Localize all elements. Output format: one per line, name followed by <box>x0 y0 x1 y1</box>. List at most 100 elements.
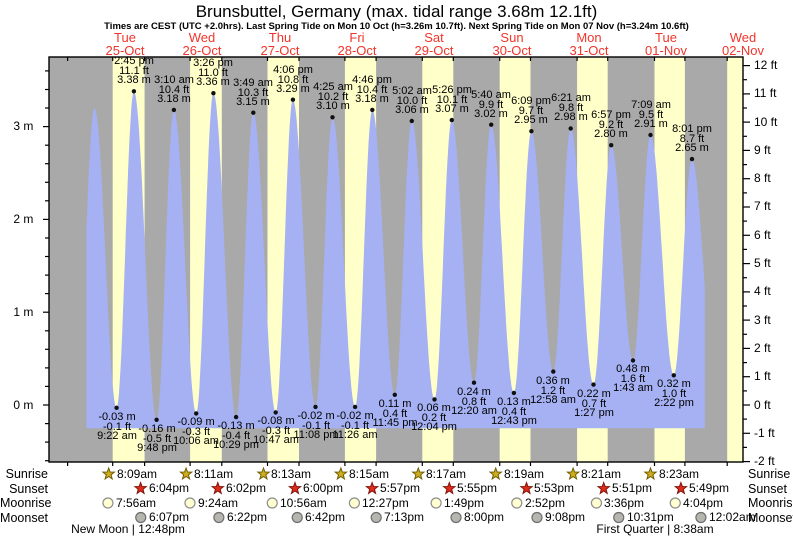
moon-phase-note: First Quarter | 8:38am <box>596 522 714 536</box>
tide-extreme-dot <box>432 397 437 402</box>
ft-axis-tick-label: 0 ft <box>754 398 771 412</box>
ft-axis-tick-label: 6 ft <box>754 228 771 242</box>
astro-row-label-left-moonset: Moonset <box>0 511 48 525</box>
sunset-star-icon <box>596 481 611 495</box>
low-tide-label: 0.24 m 0.8 ft 12:20 am <box>451 386 497 417</box>
tide-extreme-dot <box>330 115 335 120</box>
high-tide-label: 6:09 pm 9.7 ft 2.95 m <box>511 95 551 126</box>
ft-axis-tick-label: 8 ft <box>754 171 771 185</box>
moonrise-circle-icon <box>511 497 523 509</box>
moonset-circle-icon <box>213 511 225 524</box>
tide-extreme-dot <box>370 107 375 113</box>
day-label: Wed 26-Oct <box>182 30 222 58</box>
ft-axis-tick-label: -2 ft <box>754 454 775 468</box>
tide-extreme-dot <box>352 404 358 410</box>
astro-time: 6:42pm <box>305 510 346 524</box>
day-label: Tue 25-Oct <box>105 30 145 58</box>
ft-axis-tick-label: 4 ft <box>754 284 771 298</box>
tide-extreme-dot <box>449 117 454 123</box>
low-tide-label: -0.02 m -0.1 ft 11:26 am <box>332 410 378 441</box>
m-axis-tick-label: 0 m <box>13 398 40 412</box>
tide-extreme-dot <box>251 110 256 115</box>
moonset-circle-icon <box>613 511 625 524</box>
astro-time: 2:52pm <box>525 496 566 510</box>
low-tide-label: 0.06 m 0.2 ft 12:04 pm <box>411 402 457 433</box>
astro-time: 4:04pm <box>683 496 724 510</box>
tide-extreme-dot <box>648 132 653 138</box>
astro-time: 8:11am <box>194 467 234 481</box>
moonset-circle-icon <box>450 511 462 524</box>
low-tide-label: -0.16 m -0.5 ft 9:48 pm <box>137 423 177 454</box>
tide-extreme-dot <box>313 404 318 410</box>
astro-time: 8:23am <box>659 467 700 481</box>
ft-axis-tick-label: 12 ft <box>754 58 778 72</box>
high-tide-label: 3:49 am 10.3 ft 3.15 m <box>233 77 273 108</box>
ft-axis-tick-label: 10 ft <box>754 115 778 129</box>
ft-axis-tick-label: 9 ft <box>754 143 771 157</box>
moonset-circle-icon <box>695 511 707 524</box>
low-tide-label: 0.22 m 0.7 ft 1:27 pm <box>574 388 614 419</box>
sunrise-star-icon <box>643 466 658 481</box>
m-axis-tick-label: 3 m <box>13 119 40 133</box>
low-tide-label: 0.13 m 0.4 ft 12:43 pm <box>491 396 537 427</box>
day-label: Thu 27-Oct <box>260 30 300 58</box>
tide-extreme-dot <box>131 89 137 94</box>
sunset-star-icon <box>673 481 688 495</box>
astro-time: 6:07pm <box>149 510 190 524</box>
plot-border <box>48 56 744 463</box>
high-tide-label: 2:45 pm 11.1 ft 3.38 m <box>114 55 154 86</box>
tide-extreme-dot <box>154 417 159 422</box>
astro-row-label-right-sunrise: Sunrise <box>748 467 791 481</box>
high-tide-label: 6:57 pm 9.2 ft 2.80 m <box>591 109 631 140</box>
tide-extreme-dot <box>194 411 199 416</box>
sunset-star-icon <box>519 481 534 495</box>
astro-time: 6:02pm <box>226 481 267 495</box>
m-axis-tick-label: 2 m <box>13 212 40 226</box>
astro-time: 12:27pm <box>362 496 409 510</box>
sunrise-star-icon <box>566 466 581 481</box>
high-tide-label: 8:01 pm 8.7 ft 2.65 m <box>672 123 712 154</box>
low-tide-label: -0.02 m -0.1 ft 11:08 pm <box>293 410 339 441</box>
astro-row-label-right-moonrise: Moonrise <box>748 496 793 510</box>
astro-row-label-left-sunrise: Sunrise <box>5 467 48 481</box>
sunset-star-icon <box>287 481 303 495</box>
m-axis-tick-label: 1 m <box>13 305 40 319</box>
moonrise-circle-icon <box>348 497 361 509</box>
tide-extreme-dot <box>529 129 534 134</box>
tide-extreme-dot <box>114 405 119 410</box>
astro-time: 8:19am <box>504 467 545 481</box>
tide-extreme-dot <box>233 414 239 420</box>
day-label: Mon 31-Oct <box>569 30 609 58</box>
tide-extreme-dot <box>511 390 517 396</box>
moonrise-circle-icon <box>430 497 442 509</box>
day-label: Tue 01-Nov <box>645 30 687 58</box>
moonrise-circle-icon <box>669 497 681 509</box>
astro-time: 1:49pm <box>444 496 485 510</box>
sunset-star-icon <box>210 481 225 495</box>
sunrise-star-icon <box>179 466 194 481</box>
low-tide-label: 0.11 m 0.4 ft 11:45 pm <box>372 398 418 429</box>
low-tide-label: 0.32 m 1.0 ft 2:22 pm <box>654 378 694 409</box>
astro-time: 9:08pm <box>545 510 586 524</box>
ft-axis-tick-label: 1 ft <box>754 369 771 383</box>
day-label: Fri 28-Oct <box>337 30 377 58</box>
high-tide-label: 5:02 am 10.0 ft 3.06 m <box>392 85 432 116</box>
astro-time: 6:22pm <box>227 510 268 524</box>
low-tide-label: -0.09 m -0.3 ft 10:06 am <box>173 416 219 447</box>
low-tide-label: -0.08 m -0.3 ft 10:47 am <box>253 415 299 446</box>
moonrise-circle-icon <box>266 497 278 509</box>
astro-time: 9:24am <box>198 496 239 510</box>
tide-curve-area <box>86 91 705 429</box>
day-label: Wed 02-Nov <box>722 30 764 58</box>
high-tide-label: 3:26 pm 11.0 ft 3.36 m <box>193 57 233 88</box>
day-label: Sun 30-Oct <box>492 30 532 58</box>
tide-extreme-dot <box>290 97 296 102</box>
moonrise-circle-icon <box>184 497 196 509</box>
astro-time: 7:13pm <box>384 510 425 524</box>
low-tide-label: -0.03 m -0.1 ft 9:22 am <box>97 411 137 442</box>
astro-time: 5:49pm <box>689 481 730 495</box>
astro-time: 8:00pm <box>464 510 505 524</box>
high-tide-label: 3:10 am 10.4 ft 3.18 m <box>154 74 194 105</box>
astro-time: 8:17am <box>426 467 467 481</box>
sunrise-star-icon <box>101 466 116 481</box>
